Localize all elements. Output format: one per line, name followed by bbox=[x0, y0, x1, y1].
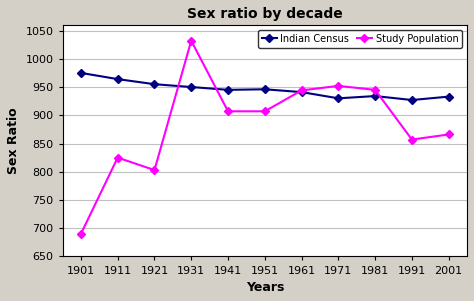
Y-axis label: Sex Ratio: Sex Ratio bbox=[7, 107, 20, 174]
Indian Census bbox=[152, 82, 157, 86]
Indian Census bbox=[446, 95, 452, 98]
Indian Census bbox=[225, 88, 231, 92]
Study Population bbox=[188, 39, 194, 42]
Study Population bbox=[336, 84, 341, 88]
Indian Census bbox=[409, 98, 415, 102]
Line: Study Population: Study Population bbox=[78, 38, 451, 237]
Title: Sex ratio by decade: Sex ratio by decade bbox=[187, 7, 343, 21]
Study Population bbox=[78, 232, 84, 236]
Study Population bbox=[152, 168, 157, 172]
Study Population bbox=[225, 110, 231, 113]
Study Population bbox=[299, 88, 304, 92]
Indian Census bbox=[336, 97, 341, 100]
Study Population bbox=[409, 138, 415, 141]
Indian Census bbox=[262, 88, 268, 91]
Study Population bbox=[262, 110, 268, 113]
Indian Census bbox=[299, 90, 304, 94]
Study Population bbox=[372, 88, 378, 92]
Indian Census bbox=[372, 94, 378, 98]
Legend: Indian Census, Study Population: Indian Census, Study Population bbox=[258, 30, 462, 48]
Study Population bbox=[115, 156, 120, 160]
Indian Census bbox=[115, 77, 120, 81]
Line: Indian Census: Indian Census bbox=[78, 70, 451, 103]
Study Population bbox=[446, 133, 452, 136]
Indian Census bbox=[78, 71, 84, 75]
X-axis label: Years: Years bbox=[246, 281, 284, 294]
Indian Census bbox=[188, 85, 194, 89]
